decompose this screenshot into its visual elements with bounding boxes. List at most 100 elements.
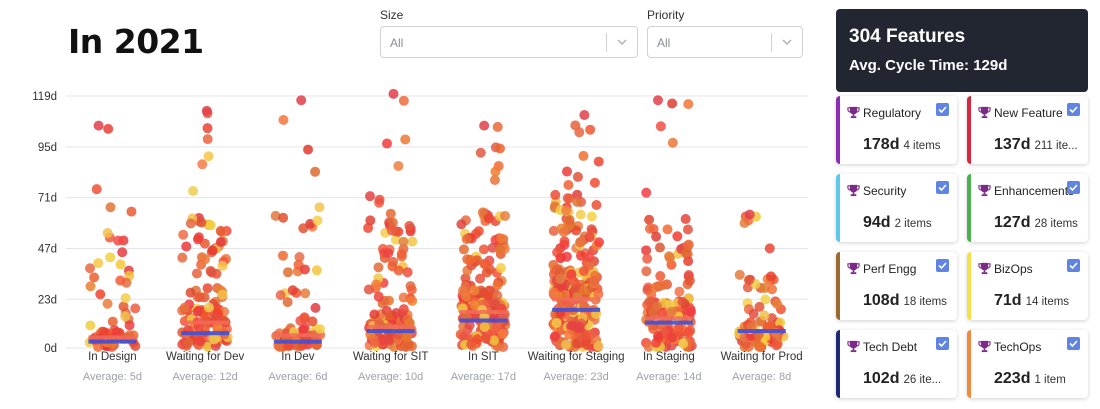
data-point[interactable] [120,311,131,322]
data-point[interactable] [384,335,395,346]
data-point[interactable] [650,282,661,293]
data-point[interactable] [103,123,114,134]
data-point[interactable] [200,254,211,265]
chevron-down-icon[interactable] [617,37,627,47]
data-point[interactable] [369,309,380,320]
data-point[interactable] [651,231,662,242]
data-point[interactable] [93,120,104,131]
priority-select[interactable]: All [647,26,803,58]
data-point[interactable] [215,237,226,248]
data-point[interactable] [682,224,693,235]
data-point[interactable] [652,331,663,342]
data-point[interactable] [775,317,786,328]
data-point[interactable] [677,296,688,307]
data-point[interactable] [765,271,776,282]
data-point[interactable] [314,202,325,213]
data-point[interactable] [742,282,753,293]
data-point[interactable] [772,298,783,309]
category-checkbox[interactable] [1067,259,1080,272]
category-card[interactable]: BizOps 71d 14 items [967,252,1088,320]
data-point[interactable] [469,285,480,296]
chevron-down-icon[interactable] [782,37,792,47]
data-point[interactable] [578,285,589,296]
data-point[interactable] [648,307,659,318]
data-point[interactable] [192,306,203,317]
data-point[interactable] [202,134,213,145]
data-point[interactable] [575,209,586,220]
data-point[interactable] [580,330,591,341]
data-point[interactable] [85,281,96,292]
data-point[interactable] [593,341,604,352]
data-point[interactable] [479,258,490,269]
data-point[interactable] [643,341,654,352]
data-point[interactable] [287,285,298,296]
data-point[interactable] [558,226,569,237]
data-point[interactable] [561,339,572,350]
data-point[interactable] [209,334,220,345]
data-point[interactable] [561,205,572,216]
data-point[interactable] [481,267,492,278]
data-point[interactable] [584,232,595,243]
data-point[interactable] [391,308,402,319]
category-card[interactable]: Regulatory 178d 4 items [836,96,957,164]
data-point[interactable] [492,290,503,301]
category-card[interactable]: Security 94d 2 items [836,174,957,242]
data-point[interactable] [550,189,561,200]
data-point[interactable] [270,210,281,221]
data-point[interactable] [401,332,412,343]
data-point[interactable] [473,226,484,237]
data-point[interactable] [461,234,472,245]
data-point[interactable] [398,236,409,247]
data-point[interactable] [685,307,696,318]
data-point[interactable] [212,322,223,333]
data-point[interactable] [194,292,205,303]
data-point[interactable] [572,196,583,207]
data-point[interactable] [203,302,214,313]
data-point[interactable] [113,235,124,246]
data-point[interactable] [465,254,476,265]
data-point[interactable] [754,301,765,312]
data-point[interactable] [188,186,199,197]
data-point[interactable] [744,209,755,220]
data-point[interactable] [743,275,754,286]
data-point[interactable] [563,180,574,191]
data-point[interactable] [483,213,494,224]
data-point[interactable] [760,294,771,305]
data-point[interactable] [373,291,384,302]
category-checkbox[interactable] [936,259,949,272]
data-point[interactable] [371,279,382,290]
data-point[interactable] [85,320,96,331]
data-point[interactable] [664,251,675,262]
data-point[interactable] [307,316,318,327]
data-point[interactable] [393,160,404,171]
data-point[interactable] [102,228,113,239]
data-point[interactable] [177,252,188,263]
data-point[interactable] [207,245,218,256]
data-point[interactable] [586,211,597,222]
data-point[interactable] [278,212,289,223]
data-point[interactable] [734,269,745,280]
data-point[interactable] [185,287,196,298]
data-point[interactable] [477,207,488,218]
data-point[interactable] [574,127,585,138]
data-point[interactable] [551,317,562,328]
data-point[interactable] [396,249,407,260]
category-card[interactable]: Tech Debt 102d 26 ite... [836,330,957,398]
data-point[interactable] [572,189,583,200]
data-point[interactable] [374,194,385,205]
data-point[interactable] [766,313,777,324]
data-point[interactable] [294,252,305,263]
data-point[interactable] [196,217,207,228]
data-point[interactable] [387,217,398,228]
data-point[interactable] [641,187,652,198]
data-point[interactable] [310,166,321,177]
data-point[interactable] [407,236,418,247]
data-point[interactable] [678,338,689,349]
data-point[interactable] [572,171,583,182]
data-point[interactable] [91,184,102,195]
data-point[interactable] [386,225,397,236]
data-point[interactable] [641,245,652,256]
category-checkbox[interactable] [1067,103,1080,116]
category-card[interactable]: New Feature 137d 211 ite... [967,96,1088,164]
data-point[interactable] [589,177,600,188]
